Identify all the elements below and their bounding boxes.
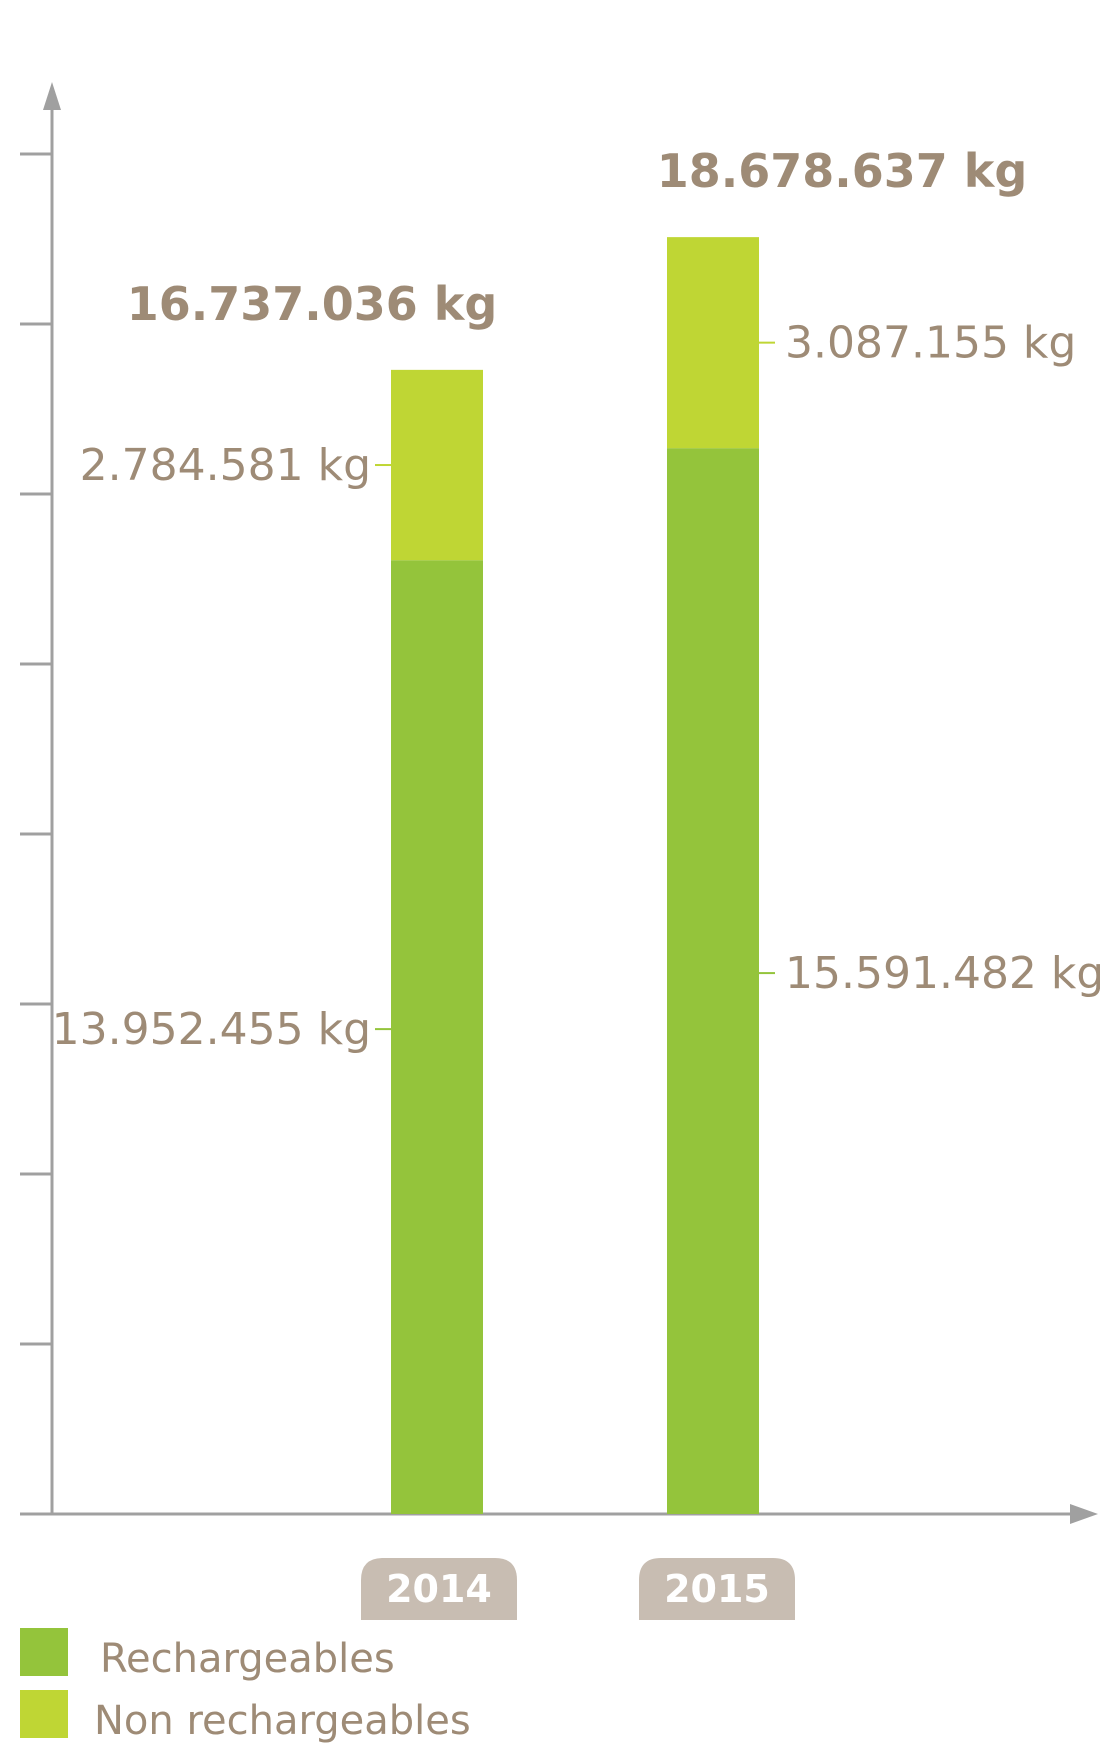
data-label-non-rechargeables: 2.784.581 kg [80,440,371,491]
x-axis-ticks: 2014 2015 [361,1558,795,1620]
legend-label: Non rechargeables [94,1698,471,1744]
data-label-non-rechargeables: 3.087.155 kg [785,318,1076,369]
data-label-total: 18.678.637 kg [657,144,1028,198]
chart-labels: 2.784.581 kg 13.952.455 kg 16.737.036 kg 3.… [52,144,1100,1055]
x-axis-arrow [1070,1504,1098,1524]
bar-segment-rechargeables [667,448,759,1515]
legend-swatch [20,1628,68,1676]
y-axis-arrow [43,82,61,110]
data-label-rechargeables: 15.591.482 kg [785,948,1100,999]
x-tick-label: 2014 [386,1567,492,1611]
bar-segment-non-rechargeables [391,369,483,561]
year-badge [639,1558,795,1620]
x-tick-label: 2015 [664,1567,770,1611]
chart-bars [391,237,759,1515]
data-label-total: 16.737.036 kg [127,277,498,331]
chart-axes [20,82,1098,1524]
data-label-rechargeables: 13.952.455 kg [52,1004,371,1055]
legend-swatch [20,1690,68,1738]
legend: Rechargeables Non rechargeables [20,1628,471,1744]
legend-label: Rechargeables [100,1636,395,1682]
bar-segment-rechargeables [391,560,483,1514]
year-badge [361,1558,517,1620]
bar-segment-non-rechargeables [667,237,759,449]
